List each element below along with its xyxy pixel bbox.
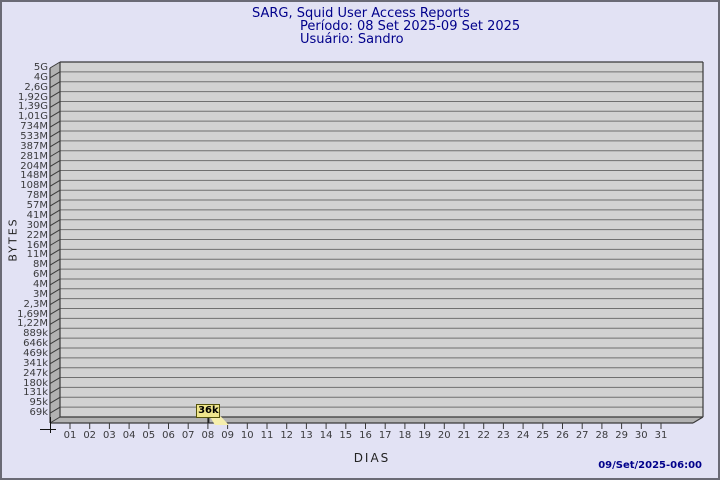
- grid-lines: [60, 61, 703, 408]
- data-point-tooltip: 36k: [196, 404, 221, 418]
- y-axis-tick-label: 108M: [20, 180, 48, 192]
- y-axis-tick-label: 2,3M: [23, 298, 48, 310]
- y-axis-tick-label: 95k: [29, 397, 48, 409]
- x-axis-tick-label: 16: [359, 430, 372, 441]
- report-period: Período: 08 Set 2025-09 Set 2025: [300, 19, 521, 34]
- x-axis-tick-label: 15: [339, 430, 353, 441]
- x-axis-tick-label: 21: [457, 430, 471, 441]
- y-axis-tick-label: 78M: [26, 190, 48, 202]
- report-user: Usuário: Sandro: [300, 32, 404, 47]
- x-axis-tick-label: 27: [575, 430, 589, 441]
- x-axis-tick-label: 28: [595, 430, 609, 441]
- y-axis-tick-label: 131k: [23, 387, 48, 399]
- y-axis-title: BYTES: [6, 217, 20, 262]
- y-axis-tick-label: 734M: [20, 121, 48, 133]
- y-axis-tick-label: 6M: [33, 269, 48, 281]
- x-axis-tick-label: 26: [556, 430, 569, 441]
- y-axis-tick-label: 281M: [20, 150, 48, 162]
- axis-origin-marks: [40, 417, 56, 433]
- x-axis-tick-label: 18: [398, 430, 412, 441]
- x-axis-tick-label: 09: [221, 430, 234, 441]
- y-axis-tick-label: 4G: [33, 71, 48, 83]
- x-axis-tick-label: 17: [378, 430, 392, 441]
- left-wall-ticks: [49, 61, 61, 424]
- x-axis-tick-label: 05: [142, 430, 156, 441]
- x-axis-tick-label: 30: [634, 430, 648, 441]
- x-axis-tick-label: 25: [536, 430, 550, 441]
- y-axis-tick-label: 180k: [23, 377, 48, 389]
- y-axis-tick-label: 1,22M: [17, 318, 48, 330]
- y-axis-tick-label: 11M: [26, 249, 48, 261]
- x-axis-tick-label: 02: [83, 430, 97, 441]
- x-axis-tick-label: 07: [181, 430, 195, 441]
- y-axis-tick-label: 8M: [33, 259, 48, 271]
- y-axis-tick-label: 469k: [23, 347, 48, 359]
- x-axis-tick-label: 12: [280, 430, 294, 441]
- y-axis-tick-label: 247k: [23, 367, 48, 379]
- y-axis-tick-label: 69k: [29, 407, 48, 419]
- y-axis-tick-label: 4M: [33, 278, 48, 290]
- x-axis-tick-label: 31: [654, 430, 668, 441]
- y-axis-tick-label: 3M: [33, 288, 48, 300]
- y-axis-tick-label: 41M: [26, 209, 48, 221]
- y-axis-tick-label: 204M: [20, 160, 48, 172]
- x-axis-tick-label: 04: [122, 430, 136, 441]
- x-axis-tick-label: 13: [300, 430, 313, 441]
- x-axis-tick-label: 08: [201, 430, 215, 441]
- y-axis-tick-label: 341k: [23, 357, 48, 369]
- x-axis-tick-label: 22: [477, 430, 491, 441]
- y-axis-tick-label: 533M: [20, 131, 48, 143]
- y-axis-tick-label: 646k: [23, 338, 48, 350]
- chart-frame: [49, 61, 704, 424]
- y-axis-tick-label: 148M: [20, 170, 48, 182]
- y-axis-tick-label: 1,01G: [17, 111, 48, 123]
- y-axis-tick-label: 16M: [26, 239, 48, 251]
- y-axis-tick-label: 1,92G: [17, 91, 48, 103]
- x-axis-ticks: [69, 423, 662, 429]
- x-axis-tick-label: 03: [103, 430, 116, 441]
- y-axis-tick-label: 889k: [23, 328, 48, 340]
- y-axis-tick-label: 1,39G: [17, 101, 48, 113]
- generation-timestamp: 09/Set/2025-06:00: [598, 460, 702, 471]
- x-axis-tick-label: 14: [319, 430, 333, 441]
- x-axis-title: DIAS: [353, 451, 391, 465]
- x-axis-tick-label: 11: [260, 430, 274, 441]
- x-axis-tick-label: 10: [240, 430, 254, 441]
- x-axis-tick-label: 29: [615, 430, 628, 441]
- y-axis-tick-label: 22M: [26, 229, 48, 241]
- y-axis-tick-label: 30M: [26, 219, 48, 231]
- x-axis-tick-label: 20: [437, 430, 451, 441]
- x-axis-tick-label: 01: [63, 430, 77, 441]
- y-axis-tick-label: 387M: [20, 140, 48, 152]
- x-axis-tick-label: 24: [516, 430, 530, 441]
- y-axis-tick-label: 1,69M: [17, 308, 48, 320]
- x-axis-tick-label: 19: [418, 430, 431, 441]
- x-axis-tick-label: 23: [497, 430, 510, 441]
- page-title: SARG, Squid User Access Reports: [252, 6, 470, 21]
- y-axis-tick-label: 2,6G: [24, 81, 48, 93]
- y-axis-tick-label: 5G: [33, 62, 48, 73]
- y-axis-tick-label: 57M: [26, 200, 48, 212]
- x-axis-tick-label: 06: [162, 430, 175, 441]
